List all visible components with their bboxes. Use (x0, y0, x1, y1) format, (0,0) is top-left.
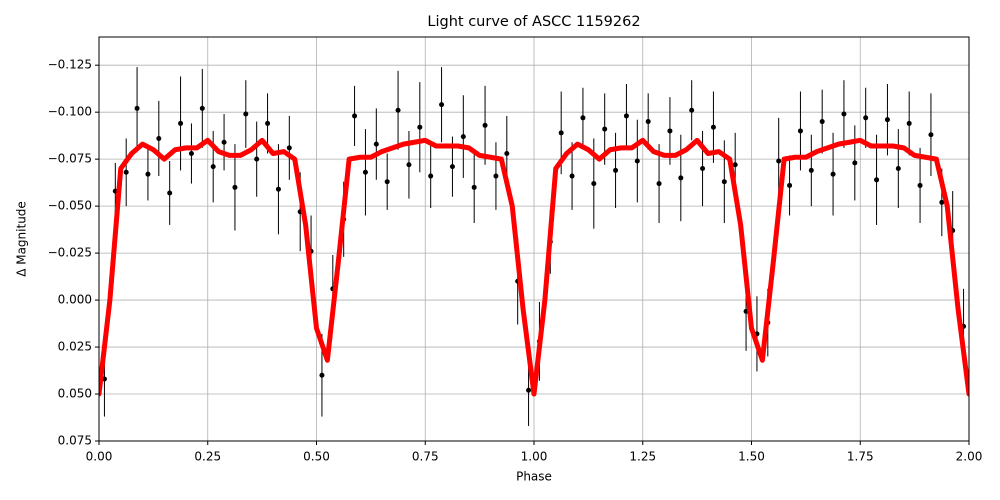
data-point (787, 182, 793, 188)
y-tick-label: −0.100 (48, 105, 92, 119)
data-point (254, 156, 260, 162)
data-point (710, 124, 716, 130)
x-tick-label: 1.50 (738, 450, 765, 464)
data-point (232, 184, 238, 190)
data-point (493, 173, 499, 179)
x-tick-label: 1.25 (629, 450, 656, 464)
data-point (482, 122, 488, 128)
model-line (99, 137, 969, 397)
plot-area (99, 67, 969, 426)
data-point (145, 171, 151, 177)
data-point (689, 107, 695, 113)
data-point (123, 169, 129, 175)
data-point (895, 166, 901, 172)
axes: 0.00 0.25 0.50 0.75 1.00 1.25 1.50 1.75 2.00 −0.1… (48, 58, 983, 464)
data-point (449, 164, 455, 170)
data-point (384, 179, 390, 185)
data-point (199, 105, 205, 111)
data-point (906, 120, 912, 126)
data-point (243, 111, 249, 117)
x-tick-label: 0.00 (86, 450, 113, 464)
data-point (797, 128, 803, 134)
y-tick-label: −0.075 (48, 152, 92, 166)
data-point (504, 151, 510, 157)
y-tick-label: −0.025 (48, 246, 92, 260)
data-point (667, 128, 673, 134)
data-point (275, 186, 281, 192)
data-point (634, 158, 640, 164)
data-point (188, 151, 194, 157)
x-tick-label: 2.00 (956, 450, 983, 464)
data-point (656, 181, 662, 187)
plot-frame (98, 36, 970, 442)
x-tick-label: 0.50 (303, 450, 330, 464)
data-point (863, 115, 869, 121)
data-point (602, 126, 608, 132)
data-point (852, 160, 858, 166)
data-point (471, 184, 477, 190)
data-point (721, 179, 727, 185)
data-point (917, 182, 923, 188)
y-tick-label: 0.075 (58, 434, 92, 448)
data-point (884, 117, 890, 123)
y-tick-label: 0.000 (58, 293, 92, 307)
data-point (939, 199, 945, 205)
data-point (265, 120, 271, 126)
data-point (362, 169, 368, 175)
data-point (221, 139, 227, 145)
y-axis-label: Δ Magnitude (15, 201, 29, 277)
data-point (460, 134, 466, 140)
chart-title: Light curve of ASCC 1159262 (427, 14, 640, 30)
y-tick-label: −0.125 (48, 58, 92, 72)
data-point (700, 166, 706, 172)
data-point (623, 113, 629, 119)
y-tick-label: 0.050 (58, 387, 92, 401)
data-point (210, 164, 216, 170)
data-point (156, 135, 162, 141)
data-point (732, 162, 738, 168)
x-tick-label: 1.75 (847, 450, 874, 464)
data-point (352, 113, 358, 119)
data-point (591, 181, 597, 187)
data-point (319, 372, 325, 378)
data-point (613, 167, 619, 173)
data-point (776, 158, 782, 164)
y-tick-label: 0.025 (58, 340, 92, 354)
data-point (874, 177, 880, 183)
x-tick-label: 1.00 (521, 450, 548, 464)
data-point (569, 173, 575, 179)
data-point (841, 111, 847, 117)
data-point (167, 190, 173, 196)
data-point (678, 175, 684, 181)
data-point (134, 105, 140, 111)
data-point (928, 132, 934, 138)
data-point (580, 115, 586, 121)
data-point (439, 102, 445, 108)
x-tick-label: 0.25 (194, 450, 221, 464)
data-point (428, 173, 434, 179)
data-point (178, 120, 184, 126)
data-point (406, 162, 412, 168)
x-tick-label: 0.75 (412, 450, 439, 464)
data-point (808, 167, 814, 173)
x-axis-label: Phase (516, 470, 552, 484)
data-point (373, 141, 379, 147)
data-point (395, 107, 401, 113)
data-point (526, 387, 532, 393)
data-point (558, 130, 564, 136)
data-point (417, 124, 423, 130)
data-point (819, 119, 825, 125)
y-tick-label: −0.050 (48, 199, 92, 213)
data-point (286, 145, 292, 151)
data-point (645, 119, 651, 125)
data-point (830, 171, 836, 177)
